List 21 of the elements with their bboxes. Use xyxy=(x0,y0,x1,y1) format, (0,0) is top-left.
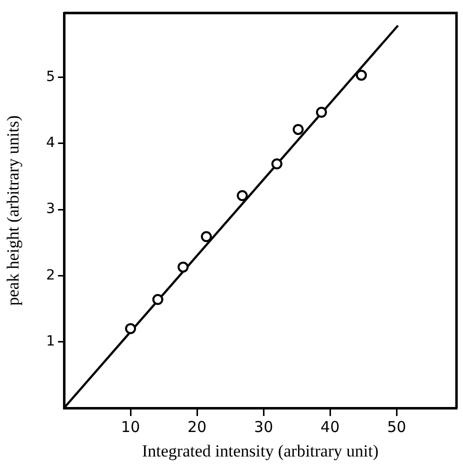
x-axis-title: Integrated intensity (arbitrary unit) xyxy=(142,441,378,460)
point xyxy=(200,231,212,242)
point xyxy=(125,323,136,334)
x-tick-label: 30 xyxy=(254,418,274,436)
point xyxy=(152,294,164,305)
y-tick-label: 1 xyxy=(46,333,55,350)
point xyxy=(292,124,304,135)
point xyxy=(178,262,189,273)
x-tick-label: 40 xyxy=(320,418,340,436)
x-tick-label: 10 xyxy=(120,418,140,436)
point xyxy=(356,70,367,81)
y-tick-label: 4 xyxy=(46,134,56,151)
x-tick-label: 20 xyxy=(188,418,207,436)
y-tick-label: 5 xyxy=(46,68,55,85)
point xyxy=(271,158,282,170)
y-tick-label: 2 xyxy=(46,267,55,284)
y-axis-title: peak height (arbitrary units) xyxy=(4,115,23,306)
x-tick-label: 50 xyxy=(387,418,406,436)
y-tick-label: 3 xyxy=(46,201,55,218)
point xyxy=(316,106,327,118)
point xyxy=(236,190,248,202)
